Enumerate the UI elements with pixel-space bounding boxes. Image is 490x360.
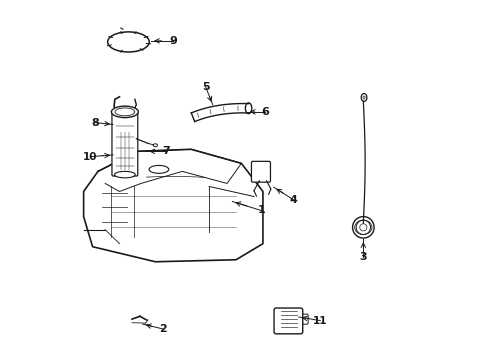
Text: 7: 7 [162,146,170,156]
FancyBboxPatch shape [274,308,303,334]
Ellipse shape [245,103,252,114]
Ellipse shape [153,144,157,147]
Text: 11: 11 [313,316,327,325]
Text: 2: 2 [159,324,167,334]
FancyBboxPatch shape [112,111,138,176]
Ellipse shape [115,171,135,178]
Text: 1: 1 [257,206,265,216]
Text: 3: 3 [360,252,367,262]
Ellipse shape [111,106,138,118]
Ellipse shape [361,94,367,102]
Text: 10: 10 [83,152,98,162]
Text: 6: 6 [261,107,269,117]
Text: 9: 9 [170,36,177,46]
Ellipse shape [108,32,149,52]
Text: 8: 8 [91,118,99,128]
FancyBboxPatch shape [299,314,308,324]
Text: 5: 5 [202,82,209,92]
FancyBboxPatch shape [251,161,270,182]
Text: 4: 4 [290,195,297,205]
Circle shape [353,217,374,238]
